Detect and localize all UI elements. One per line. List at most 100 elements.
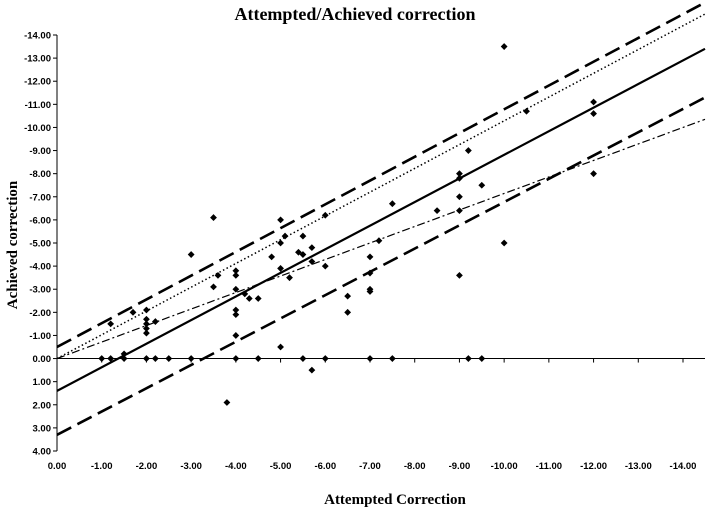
reference-line-dashed	[57, 1, 706, 349]
data-point	[456, 271, 463, 279]
y-tick-label: -9.00	[29, 146, 51, 157]
data-point	[500, 43, 508, 50]
data-point	[321, 355, 329, 362]
data-point	[281, 232, 289, 240]
reference-line-dashdot	[57, 118, 706, 360]
y-tick-label: -6.00	[29, 215, 51, 226]
y-tick-label: -13.00	[24, 54, 51, 65]
data-point	[143, 329, 150, 337]
data-point	[143, 325, 150, 332]
data-point	[308, 244, 316, 252]
data-point	[232, 311, 240, 319]
data-point	[464, 147, 472, 154]
y-tick-label: -11.00	[25, 100, 51, 111]
data-point	[143, 320, 150, 328]
y-tick-label: 1.00	[33, 377, 52, 388]
plot-area: -14.00 -13.00 -12.00 -11.00 -10.00 -9.00 -8.00…	[24, 1, 706, 472]
reference-line-dashed	[57, 96, 706, 436]
data-point	[210, 214, 217, 221]
y-tick-label: -10.00	[24, 123, 51, 134]
chart-title: Attempted/Achieved correction	[234, 4, 475, 24]
reference-line-solid	[57, 47, 706, 392]
x-tick-label: -4.00	[225, 461, 247, 472]
x-tick-label: -6.00	[314, 461, 336, 472]
data-point	[321, 211, 329, 219]
x-tick-label: -1.00	[91, 461, 113, 472]
data-point	[456, 207, 463, 215]
data-point	[120, 355, 128, 362]
data-point	[98, 355, 106, 362]
data-point	[299, 355, 307, 362]
y-tick-label: 2.00	[33, 400, 52, 411]
data-point	[187, 251, 195, 258]
reference-line-dotted	[57, 13, 706, 360]
data-point	[366, 253, 374, 261]
x-tick-label: -12.00	[580, 461, 607, 472]
data-point	[254, 295, 262, 302]
y-tick-label: -4.00	[29, 262, 51, 273]
x-tick-label: -10.00	[491, 461, 518, 472]
x-tick-label: -7.00	[359, 461, 381, 472]
x-tick-label: 0.00	[48, 461, 67, 472]
data-point	[107, 355, 115, 362]
y-tick-label: -12.00	[24, 77, 51, 88]
x-tick-label: -3.00	[180, 461, 202, 472]
data-point	[590, 170, 597, 178]
y-tick-label: 0.00	[33, 354, 52, 365]
data-point	[464, 355, 472, 362]
data-point	[232, 355, 240, 362]
data-point	[590, 110, 597, 117]
data-point	[214, 271, 222, 279]
x-axis-title: Attempted Correction	[324, 492, 466, 508]
x-tick-label: -5.00	[270, 461, 292, 472]
y-tick-label: 3.00	[33, 423, 52, 434]
x-tick-label: -9.00	[449, 461, 471, 472]
y-tick-label: -3.00	[29, 285, 51, 296]
data-point	[321, 262, 329, 270]
data-point	[241, 290, 249, 298]
x-tick-label: -8.00	[404, 461, 426, 472]
data-point	[456, 170, 463, 178]
data-point	[143, 306, 150, 314]
data-point	[286, 274, 293, 282]
data-point	[456, 193, 463, 201]
data-point	[232, 306, 240, 314]
data-point	[388, 355, 396, 362]
x-tick-label: -14.00	[670, 461, 697, 472]
data-point	[151, 318, 159, 325]
data-point	[277, 265, 284, 272]
data-point	[375, 237, 383, 245]
data-point	[268, 253, 276, 261]
data-point	[232, 267, 240, 275]
data-point	[500, 239, 508, 247]
data-point	[366, 288, 374, 295]
data-point	[523, 107, 530, 115]
data-point	[232, 332, 240, 339]
data-point	[433, 207, 441, 215]
data-point	[366, 269, 374, 277]
data-point	[308, 258, 316, 265]
data-point	[277, 239, 284, 247]
data-point	[277, 216, 284, 224]
data-point	[107, 320, 115, 328]
data-point	[344, 308, 352, 316]
data-point	[299, 232, 307, 240]
data-point	[277, 343, 284, 351]
data-point	[245, 295, 253, 302]
data-point	[210, 283, 217, 291]
data-point	[187, 355, 195, 362]
x-tick-label: -13.00	[625, 461, 652, 472]
data-point	[299, 251, 307, 258]
data-point	[344, 292, 352, 300]
y-tick-label: -8.00	[29, 169, 51, 180]
x-tick-label: -2.00	[136, 461, 158, 472]
y-tick-label: -2.00	[29, 308, 51, 319]
data-point	[590, 98, 597, 106]
data-point	[143, 315, 150, 323]
data-point	[129, 308, 137, 316]
y-tick-label: -1.00	[29, 331, 51, 342]
y-tick-label: -14.00	[24, 31, 51, 42]
y-tick-label: -5.00	[29, 239, 51, 250]
data-point	[143, 355, 150, 362]
